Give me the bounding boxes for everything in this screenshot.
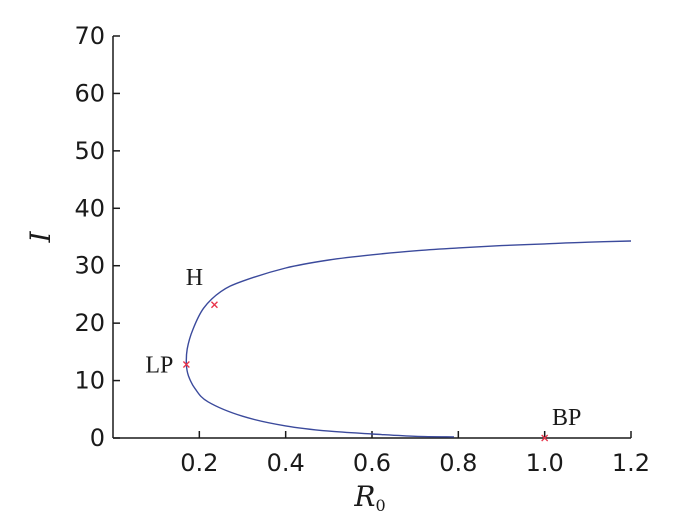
point-h-marker [210, 301, 218, 309]
point-lp-marker [182, 361, 190, 368]
y-tick-label: 10 [74, 367, 105, 395]
x-tick-label: 0.4 [267, 449, 305, 477]
x-tick-label: 1.0 [526, 449, 564, 477]
y-tick-label: 30 [74, 252, 105, 280]
y-tick-label: 50 [74, 137, 105, 165]
x-tick-label: 0.2 [180, 449, 218, 477]
x-axis-title-subscript: 0 [375, 496, 385, 515]
y-tick-label: 40 [74, 194, 105, 222]
x-tick-label: 0.6 [353, 449, 391, 477]
point-h-label: H [186, 265, 203, 291]
axes [112, 36, 631, 439]
point-bp-label: BP [552, 405, 581, 431]
x-tick-label: 1.2 [612, 449, 650, 477]
x-tick-label: 0.8 [439, 449, 477, 477]
special-points: H LP BP [145, 265, 581, 442]
x-axis-title: R0 [353, 480, 385, 515]
y-ticks: 0 10 20 30 40 50 60 70 [74, 22, 120, 452]
series-curve [185, 240, 632, 438]
y-tick-label: 70 [74, 22, 105, 50]
x-ticks: 0.2 0.4 0.6 0.8 1.0 1.2 [180, 431, 650, 477]
y-tick-label: 0 [90, 424, 105, 452]
y-tick-label: 20 [74, 309, 105, 337]
y-tick-label: 60 [74, 79, 105, 107]
point-lp-label: LP [145, 352, 173, 378]
y-axis-title: I [24, 231, 57, 244]
point-bp-marker [541, 434, 549, 442]
